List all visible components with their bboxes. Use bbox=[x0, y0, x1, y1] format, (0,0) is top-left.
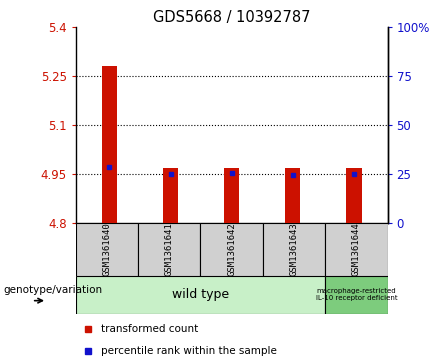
Text: wild type: wild type bbox=[172, 289, 229, 301]
Text: transformed count: transformed count bbox=[101, 324, 198, 334]
Text: GSM1361640: GSM1361640 bbox=[103, 223, 111, 277]
Bar bbox=[76, 276, 325, 314]
Bar bbox=[325, 223, 388, 276]
Bar bbox=[263, 223, 325, 276]
Bar bbox=[200, 223, 263, 276]
Text: genotype/variation: genotype/variation bbox=[4, 285, 103, 295]
Text: GSM1361641: GSM1361641 bbox=[165, 223, 174, 277]
Bar bbox=[138, 223, 200, 276]
Text: macrophage-restricted
IL-10 receptor deficient: macrophage-restricted IL-10 receptor def… bbox=[316, 289, 397, 301]
Bar bbox=[102, 66, 117, 223]
Bar bbox=[325, 276, 388, 314]
Bar bbox=[285, 168, 301, 223]
Text: GSM1361642: GSM1361642 bbox=[227, 223, 236, 277]
Title: GDS5668 / 10392787: GDS5668 / 10392787 bbox=[153, 10, 310, 25]
Bar bbox=[163, 168, 178, 223]
Bar bbox=[76, 223, 138, 276]
Bar bbox=[346, 168, 362, 223]
Text: GSM1361644: GSM1361644 bbox=[352, 223, 361, 277]
Text: percentile rank within the sample: percentile rank within the sample bbox=[101, 346, 277, 356]
Text: GSM1361643: GSM1361643 bbox=[290, 223, 298, 277]
Bar bbox=[224, 168, 239, 223]
